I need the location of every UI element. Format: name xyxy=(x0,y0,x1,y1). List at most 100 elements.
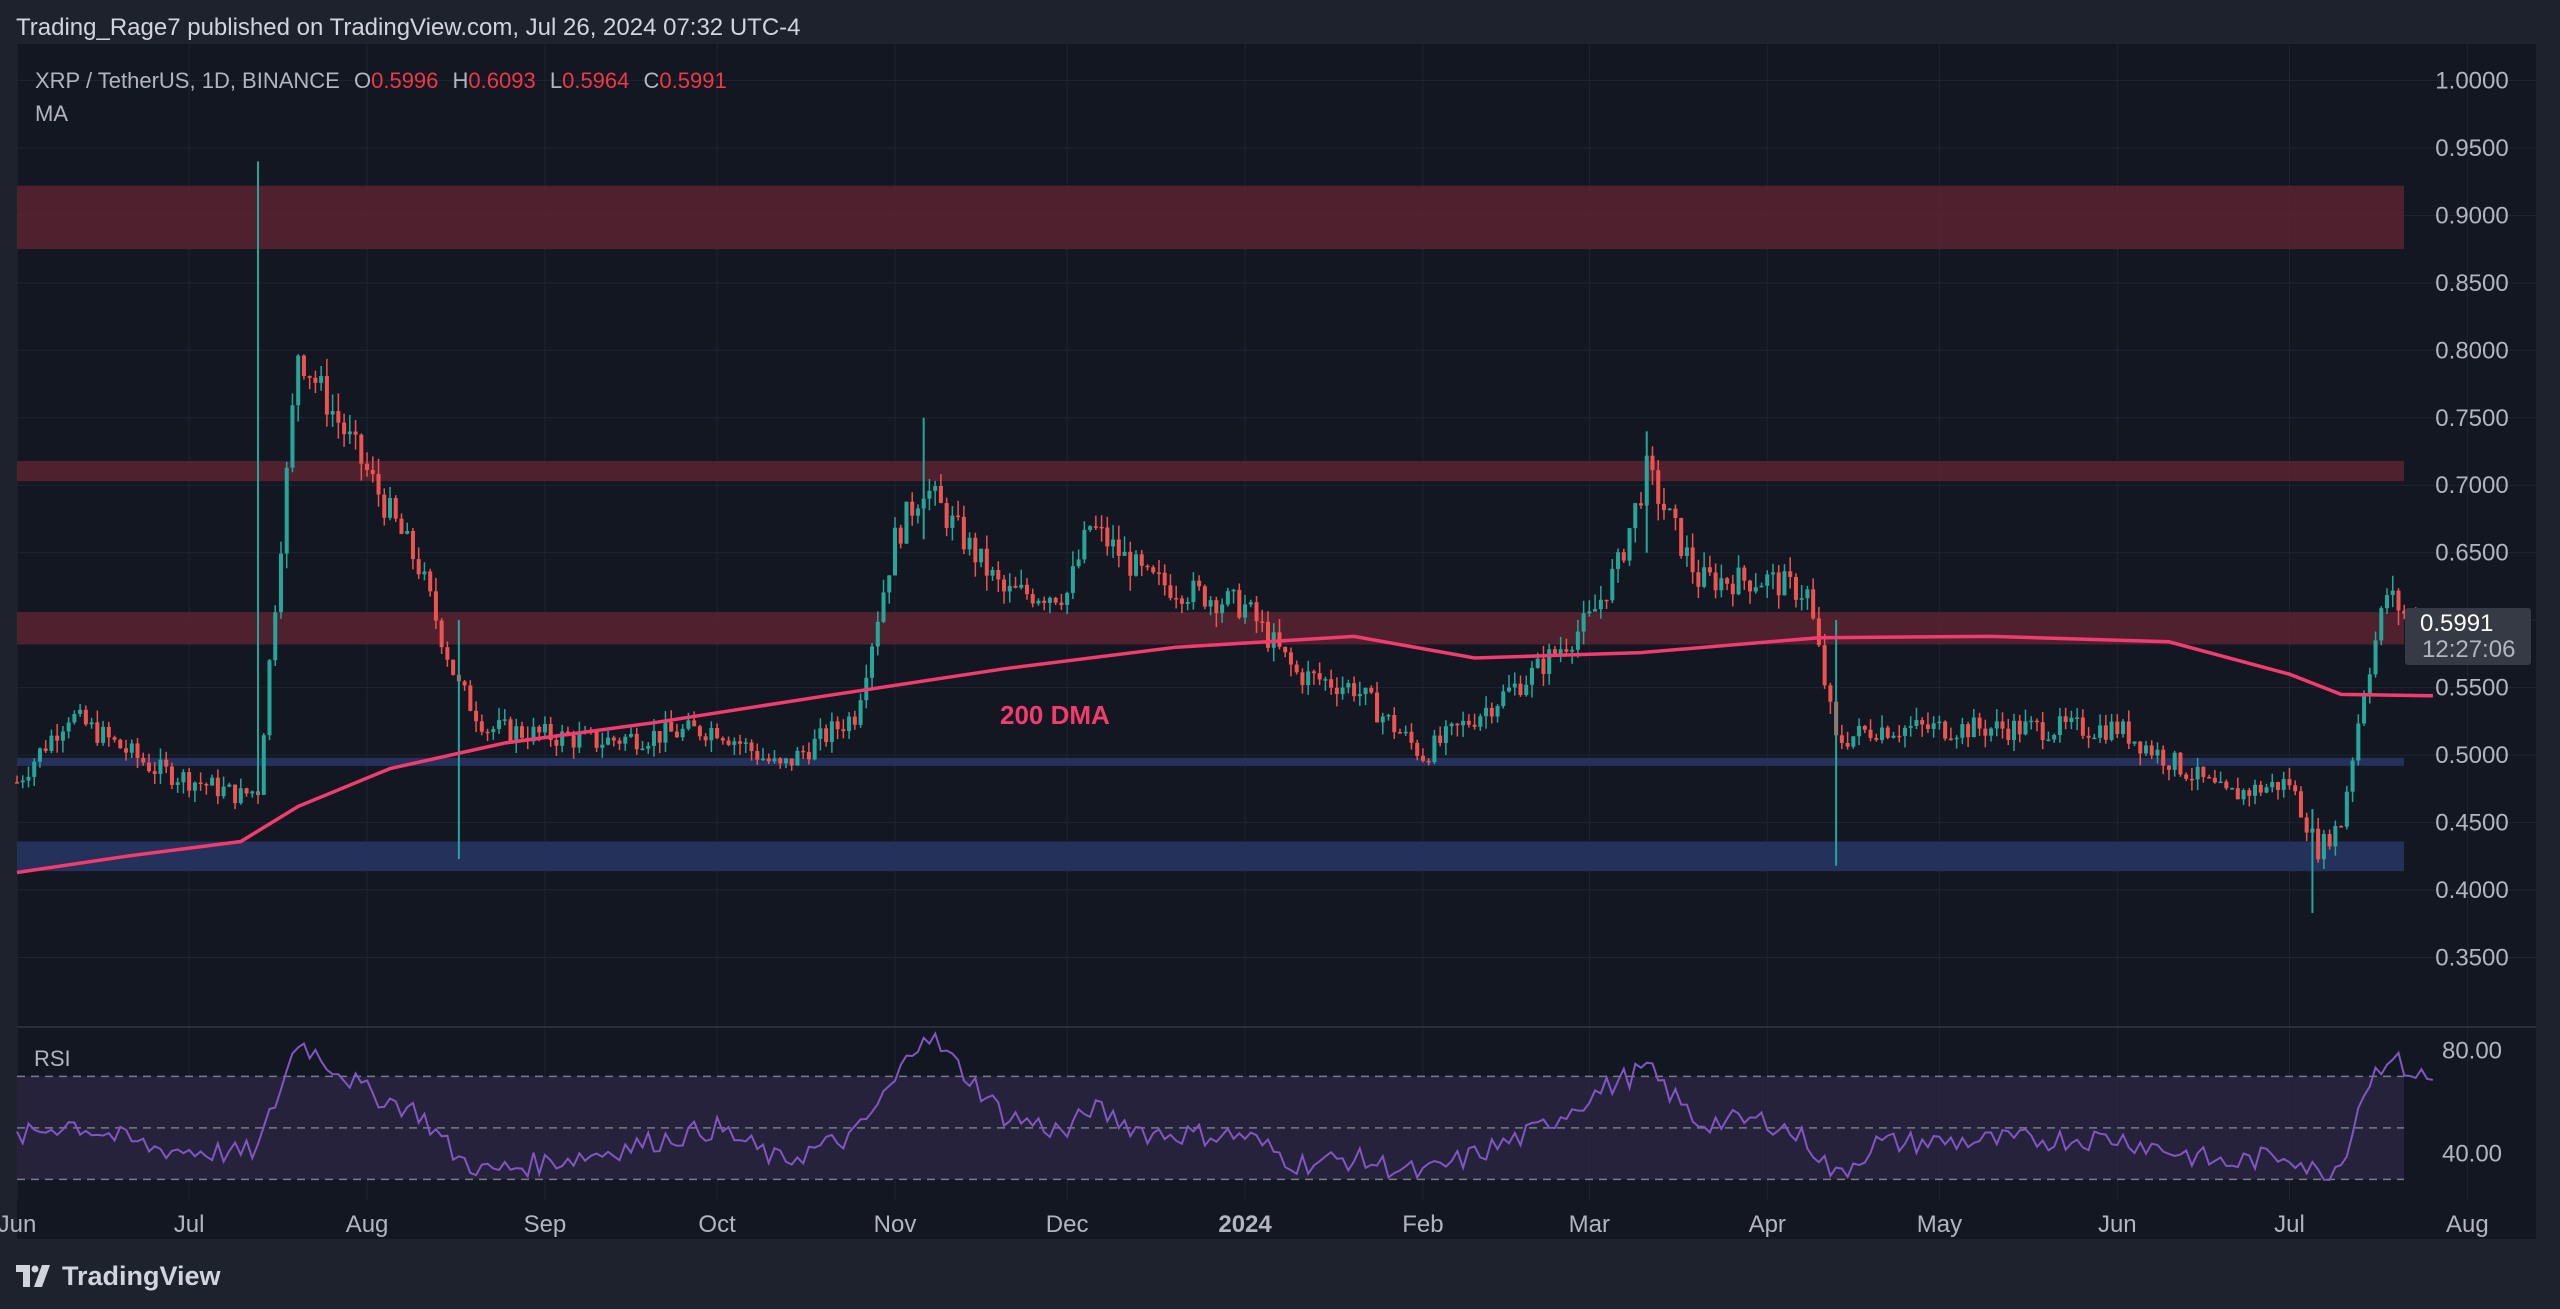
legend-open: 0.5996 xyxy=(371,68,438,93)
candle-body xyxy=(491,729,496,732)
candle-body xyxy=(1937,721,1942,724)
candle-body xyxy=(43,748,48,751)
candle-body xyxy=(2195,766,2200,780)
candle-body xyxy=(2132,741,2137,744)
candle-body xyxy=(772,758,777,762)
indicator-label[interactable]: MA xyxy=(35,101,68,126)
legend-high: 0.6093 xyxy=(468,68,535,93)
candle-body xyxy=(1415,742,1420,756)
candle-body xyxy=(1105,527,1110,547)
candle-body xyxy=(2080,717,2085,736)
candle-body xyxy=(307,376,312,378)
candle-body xyxy=(1552,649,1557,654)
candle-body xyxy=(1730,583,1735,595)
candle-body xyxy=(1914,720,1919,726)
price-tick: 0.3500 xyxy=(2435,945,2508,972)
candle-body xyxy=(78,709,83,714)
candle-body xyxy=(296,355,301,406)
candle-body xyxy=(66,722,71,732)
rsi-pane: 80.00 40.00 xyxy=(16,1031,2502,1181)
candle-body xyxy=(1059,602,1064,606)
candle-body xyxy=(1432,735,1437,763)
candle-body xyxy=(1541,658,1546,675)
rsi-label[interactable]: RSI xyxy=(34,1046,71,1071)
candle-body xyxy=(669,721,674,732)
candle-body xyxy=(319,376,324,383)
date-tick: Nov xyxy=(874,1211,917,1238)
candle-body xyxy=(2253,784,2258,796)
candle-body xyxy=(990,570,995,576)
candle-body xyxy=(1742,567,1747,581)
candle-body xyxy=(1329,679,1334,688)
candle-body xyxy=(852,716,857,725)
candle-body xyxy=(1575,631,1580,650)
candle-body xyxy=(1547,649,1552,675)
candle-body xyxy=(37,748,42,762)
candle-body xyxy=(158,759,163,774)
candle-body xyxy=(1507,687,1512,692)
candle-body xyxy=(238,788,243,804)
candle-body xyxy=(2379,608,2384,641)
candle-body xyxy=(261,735,266,795)
date-tick: Aug xyxy=(2446,1211,2489,1238)
candle-body xyxy=(2270,782,2275,788)
legend-low-label: L xyxy=(550,68,562,93)
candle-body xyxy=(1587,611,1592,614)
candle-body xyxy=(1920,720,1925,725)
candle-body xyxy=(1971,717,1976,738)
candle-body xyxy=(847,716,852,732)
candle-body xyxy=(2287,779,2292,786)
candle-body xyxy=(1340,687,1345,695)
candle-body xyxy=(858,700,863,725)
candle-body xyxy=(342,422,347,435)
candle-body xyxy=(910,501,915,516)
candle-body xyxy=(1128,551,1133,576)
candle-body xyxy=(2212,777,2217,783)
candle-body xyxy=(806,752,811,760)
candle-body xyxy=(1260,621,1265,623)
candle-body xyxy=(1334,687,1339,695)
candle-body xyxy=(514,726,519,742)
candle-body xyxy=(1409,731,1414,743)
footer-brand[interactable]: TradingView xyxy=(16,1258,221,1294)
candle-body xyxy=(984,548,989,576)
candle-body xyxy=(2172,752,2177,770)
candle-body xyxy=(1352,683,1357,697)
candle-body xyxy=(537,726,542,733)
candle-body xyxy=(32,761,37,777)
candle-body xyxy=(944,503,949,528)
candle-body xyxy=(892,527,898,576)
candle-body xyxy=(1684,547,1689,556)
candle-body xyxy=(2316,828,2321,860)
date-tick: 2024 xyxy=(1218,1211,1272,1238)
candle-body xyxy=(55,735,60,741)
spike-wicks xyxy=(257,161,2314,914)
candle-body xyxy=(284,467,289,554)
candle-body xyxy=(1489,707,1494,717)
candle-body xyxy=(2344,791,2349,827)
candle-body xyxy=(629,733,634,737)
candle-body xyxy=(1225,591,1230,605)
candle-body xyxy=(1455,723,1460,726)
candle-body xyxy=(1564,649,1569,652)
zones xyxy=(17,185,2404,872)
candle-body xyxy=(2396,590,2401,611)
date-tick: Feb xyxy=(1402,1211,1443,1238)
candle-body xyxy=(301,355,306,377)
candle-body xyxy=(571,735,576,748)
legend-row: XRP / TetherUS, 1D, BINANCE O0.5996 H0.6… xyxy=(35,68,727,93)
candle-body xyxy=(560,731,565,746)
candle-body xyxy=(2304,817,2309,833)
candle-body xyxy=(181,772,186,783)
candle-body xyxy=(1053,597,1058,603)
candle-body xyxy=(2103,725,2108,740)
candle-body xyxy=(2086,735,2091,738)
date-tick: Aug xyxy=(346,1211,389,1238)
candle-body xyxy=(1908,725,1913,728)
candle-body xyxy=(210,777,215,786)
candle-body xyxy=(376,473,381,495)
candle-body xyxy=(1220,604,1225,614)
candle-body xyxy=(462,681,467,686)
candle-body xyxy=(479,721,484,732)
